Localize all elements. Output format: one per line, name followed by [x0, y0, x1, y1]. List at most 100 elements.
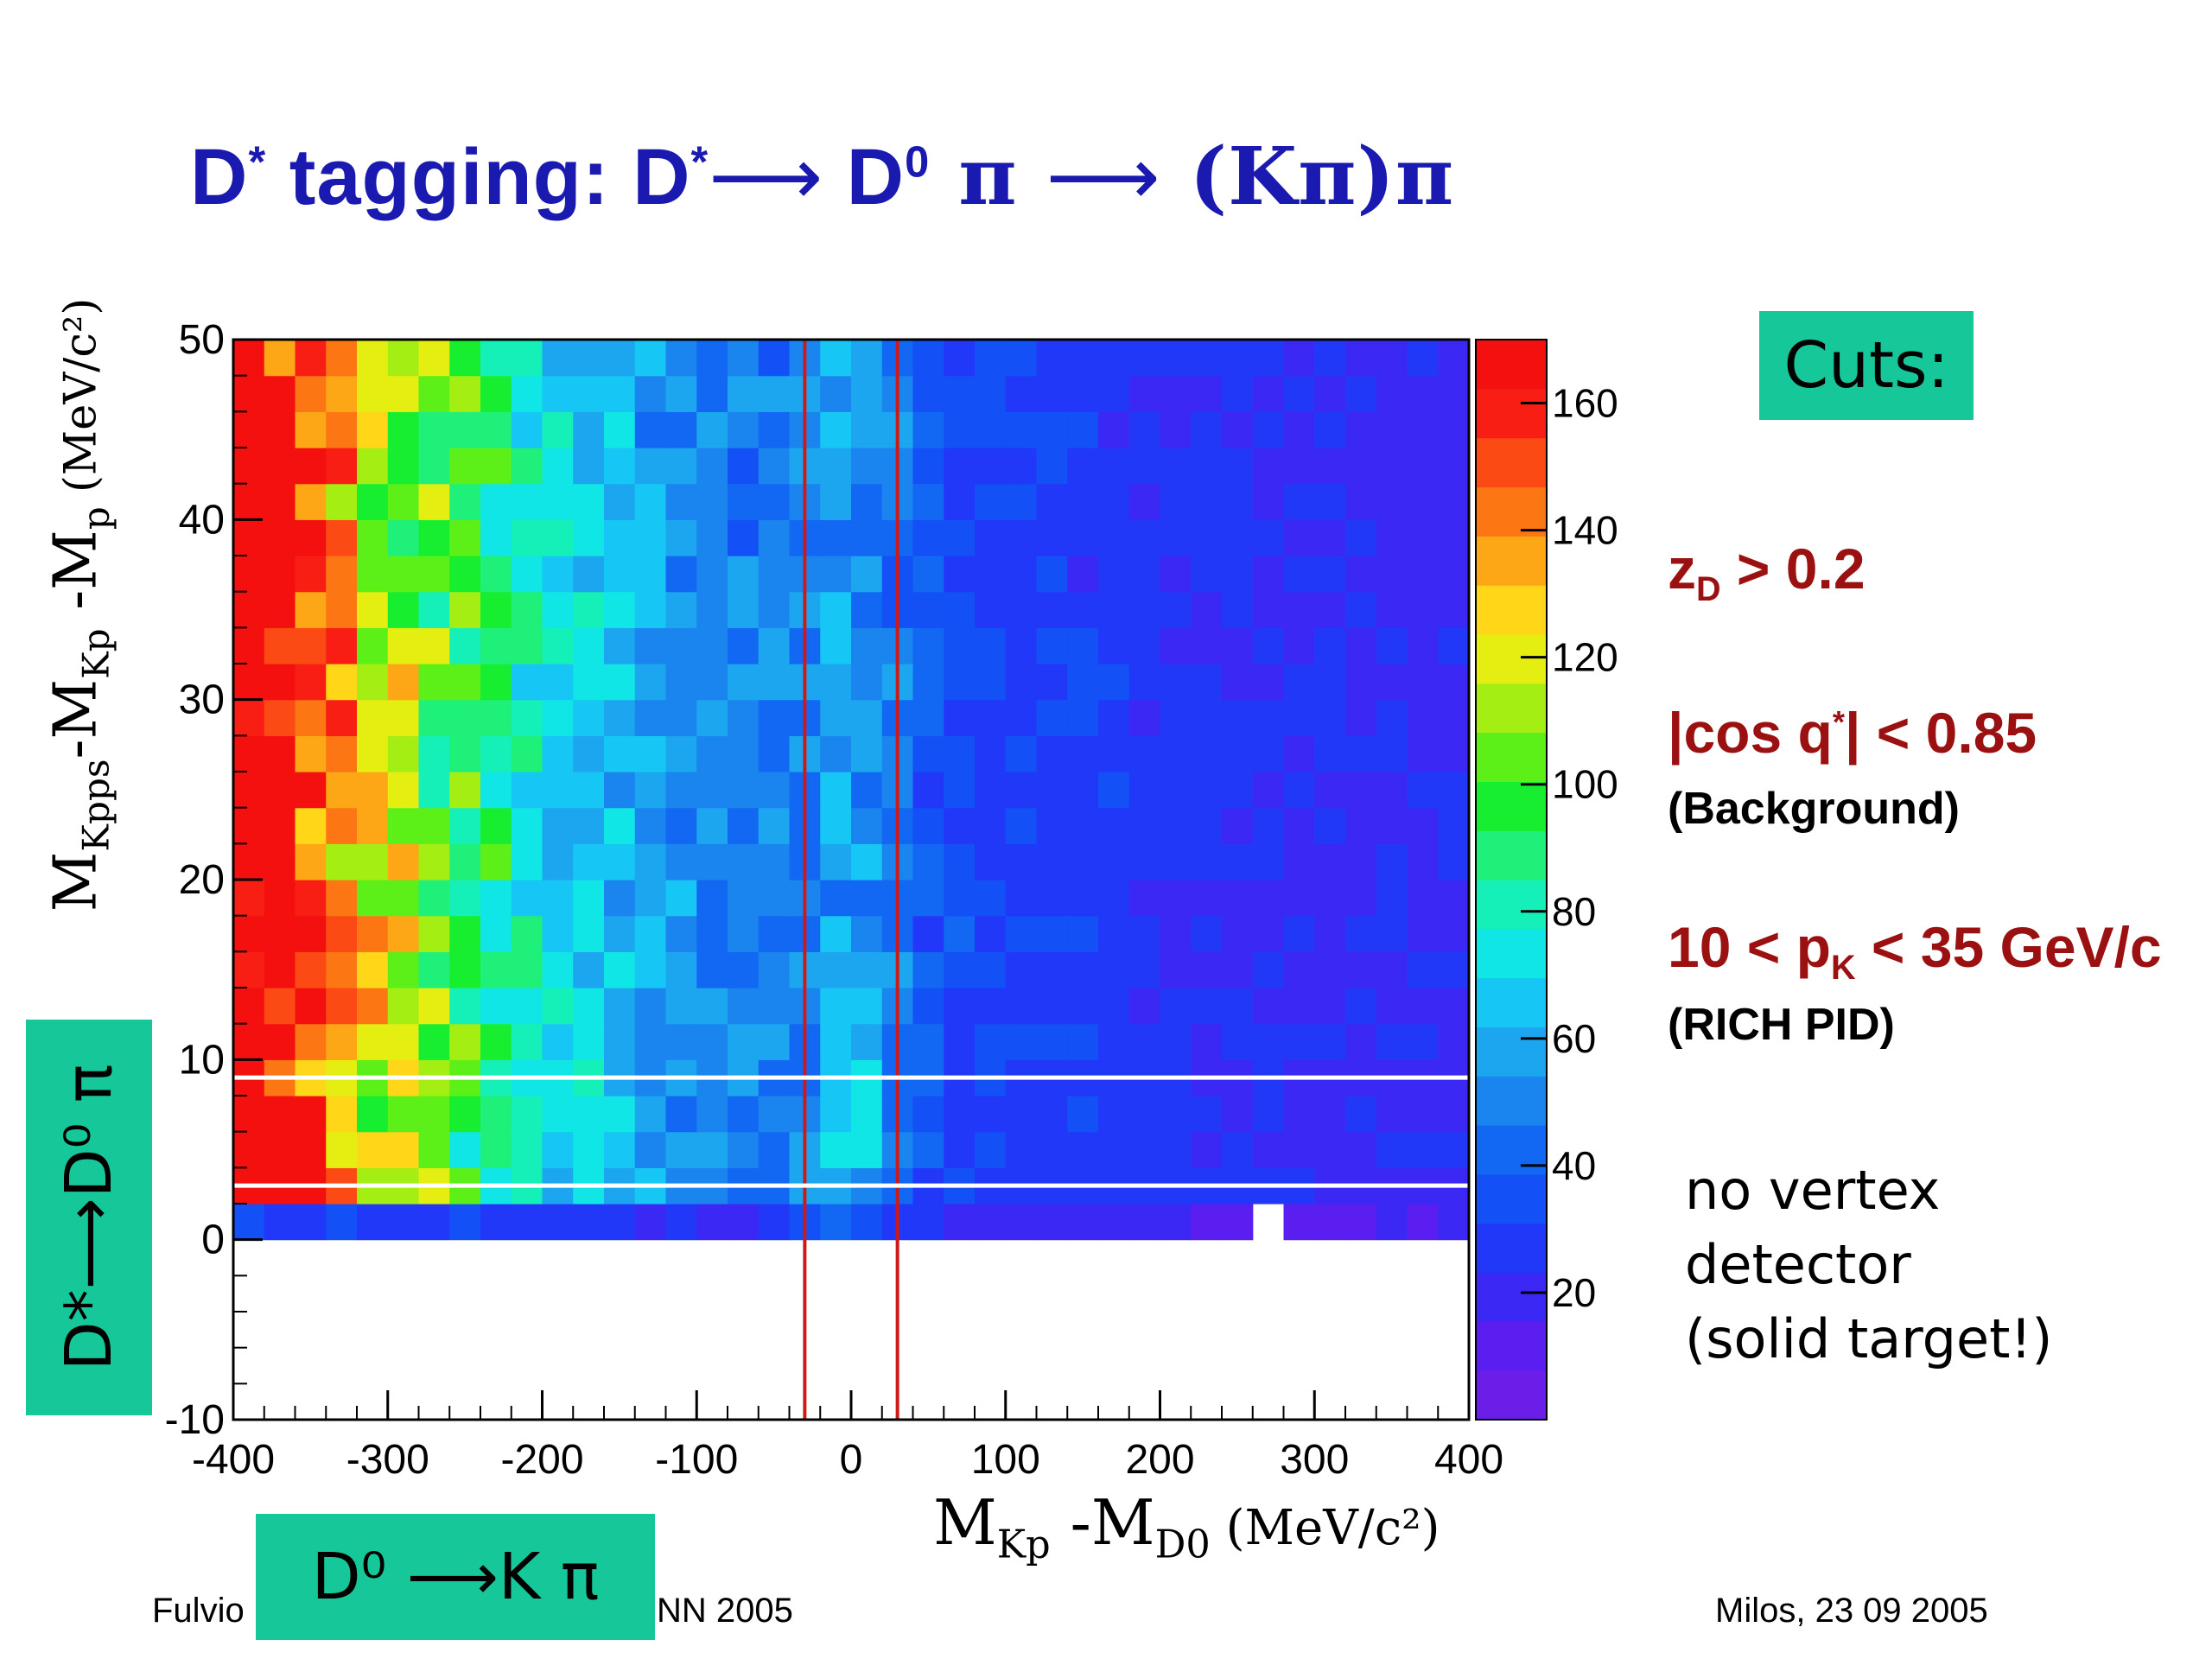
- heatmap-cell: [387, 591, 420, 628]
- heatmap-cell: [1005, 448, 1038, 485]
- heatmap-cell: [944, 735, 976, 772]
- heatmap-cell: [387, 340, 420, 377]
- heatmap-cell: [1005, 375, 1038, 412]
- heatmap-cell: [480, 1023, 512, 1060]
- heatmap-cell: [1376, 591, 1408, 628]
- heatmap-cell: [264, 375, 296, 412]
- heatmap-cell: [912, 519, 944, 556]
- heatmap-cell: [1036, 375, 1068, 412]
- heatmap-cell: [418, 627, 450, 664]
- heatmap-cell: [1191, 483, 1223, 520]
- heatmap-cell: [542, 375, 574, 412]
- heatmap-cell: [1376, 699, 1408, 736]
- heatmap-cell: [357, 340, 389, 377]
- heatmap-cell: [264, 915, 296, 952]
- heatmap-cell: [511, 1023, 543, 1060]
- colorbar-swatch: [1476, 732, 1547, 782]
- heatmap-cell: [233, 448, 265, 485]
- heatmap-cell: [758, 519, 791, 556]
- heatmap-cell: [326, 951, 358, 988]
- heatmap-cell: [357, 772, 389, 809]
- heatmap-cell: [264, 340, 296, 377]
- heatmap-cell: [634, 1131, 667, 1168]
- heatmap-cell: [604, 1204, 636, 1241]
- heatmap-cell: [295, 340, 327, 377]
- heatmap-cell: [511, 843, 543, 880]
- heatmap-cell: [326, 591, 358, 628]
- heatmap-cell: [1345, 411, 1377, 448]
- heatmap-cell: [480, 699, 512, 736]
- heatmap-cell: [357, 627, 389, 664]
- heatmap-cell: [573, 1023, 605, 1060]
- heatmap-cell: [1438, 519, 1470, 556]
- heatmap-cell: [1067, 951, 1099, 988]
- heatmap-cell: [604, 519, 636, 556]
- heatmap-cell: [665, 1096, 697, 1133]
- heatmap-cell: [1067, 988, 1099, 1025]
- heatmap-cell: [851, 735, 883, 772]
- heatmap-cell: [264, 735, 296, 772]
- heatmap-cell: [449, 772, 481, 809]
- heatmap-cell: [1222, 483, 1254, 520]
- heatmap-cell: [728, 1204, 760, 1241]
- heatmap-cell: [1005, 340, 1038, 377]
- heatmap-cell: [1098, 448, 1130, 485]
- heatmap-cell: [1345, 1023, 1377, 1060]
- heatmap-cell: [944, 951, 976, 988]
- heatmap-cell: [573, 880, 605, 917]
- heatmap-cell: [1345, 483, 1377, 520]
- heatmap-cell: [1128, 627, 1161, 664]
- heatmap-cell: [1314, 1204, 1346, 1241]
- heatmap-cell: [851, 519, 883, 556]
- heatmap-cell: [820, 1023, 852, 1060]
- heatmap-cell: [1191, 951, 1223, 988]
- heatmap-cell: [634, 519, 667, 556]
- heatmap-cell: [975, 807, 1007, 844]
- heatmap-cell: [418, 1131, 450, 1168]
- heatmap-cell: [944, 988, 976, 1025]
- heatmap-cell: [233, 519, 265, 556]
- heatmap-cell: [418, 880, 450, 917]
- heatmap-cell: [449, 411, 481, 448]
- heatmap-cell: [1345, 375, 1377, 412]
- heatmap-cell: [295, 843, 327, 880]
- heatmap-cell: [696, 699, 728, 736]
- heatmap-cell: [357, 915, 389, 952]
- heatmap-cell: [264, 988, 296, 1025]
- heatmap-cell: [449, 627, 481, 664]
- heatmap-cell: [1128, 988, 1161, 1025]
- heatmap-cell: [820, 772, 852, 809]
- heatmap-cell: [511, 448, 543, 485]
- heatmap-cell: [696, 988, 728, 1025]
- heatmap-cell: [542, 448, 574, 485]
- heatmap-cell: [264, 483, 296, 520]
- heatmap-cell: [1314, 556, 1346, 593]
- heatmap-cell: [573, 915, 605, 952]
- heatmap-cell: [1314, 988, 1346, 1025]
- no-vertex-note: no vertex detector (solid target!): [1685, 1159, 2053, 1370]
- heatmap-cell: [1005, 807, 1038, 844]
- arrow-icon: ⟶: [1046, 130, 1161, 223]
- heatmap-cell: [696, 483, 728, 520]
- heatmap-cell: [1160, 843, 1192, 880]
- heatmap-cell: [1191, 664, 1223, 701]
- x-tick-label: 0: [840, 1437, 863, 1483]
- heatmap-cell: [1098, 483, 1130, 520]
- heatmap-cell: [1283, 1096, 1315, 1133]
- heatmap-cell: [1438, 375, 1470, 412]
- heatmap-cell: [1128, 915, 1161, 952]
- heatmap-cell: [604, 699, 636, 736]
- heatmap-cell: [1252, 880, 1285, 917]
- heatmap-cell: [728, 951, 760, 988]
- heatmap-cell: [944, 772, 976, 809]
- heatmap-cell: [820, 1096, 852, 1133]
- slide-title: D* tagging: D*⟶ D0 π ⟶ (Kπ)π: [190, 130, 1455, 223]
- heatmap-cell: [1005, 483, 1038, 520]
- heatmap-cell: [326, 1023, 358, 1060]
- heatmap-cell: [449, 483, 481, 520]
- heatmap-cell: [1252, 915, 1285, 952]
- heatmap-cell: [1222, 375, 1254, 412]
- heatmap-cell: [1191, 519, 1223, 556]
- heatmap-cell: [1005, 591, 1038, 628]
- heatmap-cell: [728, 448, 760, 485]
